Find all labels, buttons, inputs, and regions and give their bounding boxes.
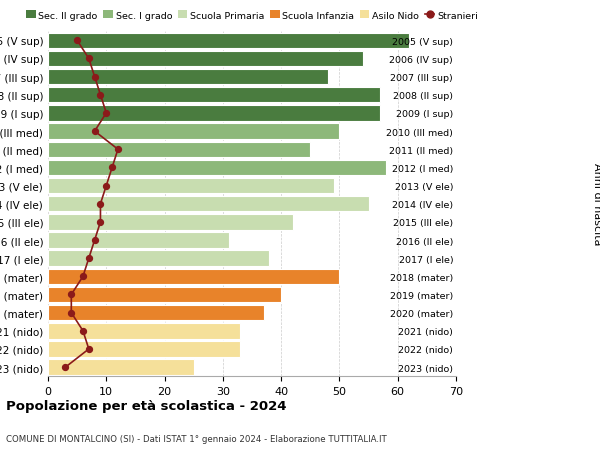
Bar [48, 51, 363, 67]
Bar [48, 124, 340, 140]
Bar [48, 233, 229, 248]
Bar [48, 196, 368, 212]
Point [95, 201, 105, 208]
Bar [48, 359, 194, 375]
Bar [48, 341, 241, 357]
Legend: Sec. II grado, Sec. I grado, Scuola Primaria, Scuola Infanzia, Asilo Nido, Stran: Sec. II grado, Sec. I grado, Scuola Prim… [26, 11, 478, 21]
Bar [48, 179, 334, 194]
Text: Anni di nascita: Anni di nascita [592, 163, 600, 246]
Point [78, 327, 88, 335]
Point [101, 110, 111, 118]
Bar [48, 269, 340, 285]
Bar [48, 160, 386, 176]
Bar [48, 287, 281, 302]
Point [67, 291, 76, 298]
Bar [48, 142, 310, 157]
Bar [48, 88, 380, 103]
Point [78, 273, 88, 280]
Point [101, 183, 111, 190]
Point [113, 146, 123, 154]
Point [67, 309, 76, 317]
Point [73, 38, 82, 45]
Point [90, 237, 100, 244]
Point [95, 92, 105, 99]
Point [61, 364, 70, 371]
Bar [48, 215, 293, 230]
Point [84, 56, 94, 63]
Point [90, 74, 100, 81]
Bar [48, 34, 409, 49]
Bar [48, 324, 241, 339]
Bar [48, 251, 269, 266]
Point [84, 346, 94, 353]
Bar [48, 106, 380, 121]
Point [95, 218, 105, 226]
Bar [48, 70, 328, 85]
Text: Popolazione per età scolastica - 2024: Popolazione per età scolastica - 2024 [6, 399, 287, 412]
Point [107, 164, 117, 172]
Point [90, 128, 100, 135]
Text: COMUNE DI MONTALCINO (SI) - Dati ISTAT 1° gennaio 2024 - Elaborazione TUTTITALIA: COMUNE DI MONTALCINO (SI) - Dati ISTAT 1… [6, 434, 387, 443]
Point [84, 255, 94, 262]
Bar [48, 305, 263, 321]
